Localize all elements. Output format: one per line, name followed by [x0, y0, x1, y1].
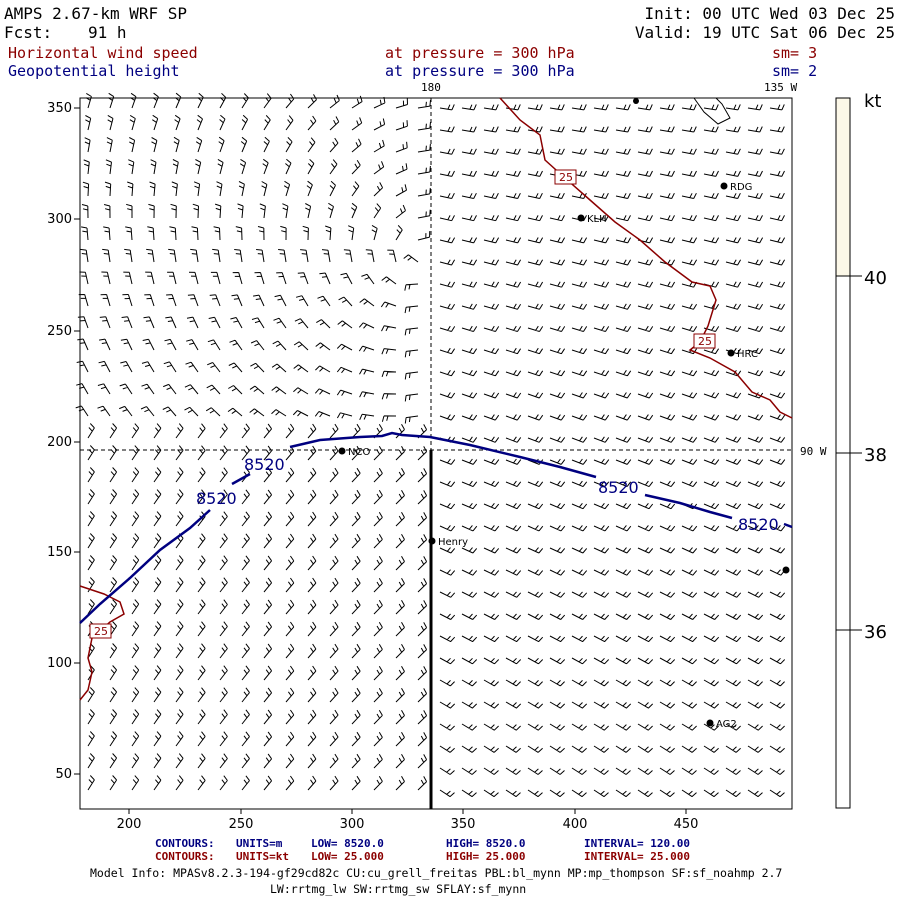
- meridian-135w-label: 135 W: [764, 81, 797, 94]
- field2-sm: sm= 2: [772, 62, 817, 80]
- station-henry-label: Henry: [438, 537, 468, 548]
- contour2-interval: INTERVAL= 25.000: [584, 850, 690, 863]
- station-nco-marker: [338, 447, 346, 455]
- init-time: Init: 00 UTC Wed 03 Dec 25: [645, 4, 895, 23]
- wind-barb-field: [75, 92, 786, 798]
- colorbar: kt 40 38 36: [835, 91, 887, 809]
- contour1-units: UNITS=m: [236, 837, 283, 850]
- height-contour-west-upper: [231, 472, 251, 486]
- meridian-90w-label: 90 W: [800, 445, 827, 458]
- contour1-high: HIGH= 8520.0: [446, 837, 525, 850]
- station-nco-label: NCO: [348, 447, 370, 458]
- wind-barbs: [75, 92, 786, 798]
- height-contour-east: [644, 493, 733, 520]
- contour1-interval: INTERVAL= 120.00: [584, 837, 690, 850]
- wind-label-2: 25: [698, 335, 712, 348]
- wind-label-1: 25: [559, 171, 573, 184]
- station-east-edge-marker: [782, 566, 790, 574]
- wind-label-box-1: [554, 169, 577, 185]
- height-contour-main: [289, 431, 597, 479]
- x-tick-label-400: 400: [563, 817, 588, 832]
- map-frame: [79, 97, 793, 810]
- height-contour-west: [79, 509, 211, 624]
- wind-contour-ne: [499, 97, 793, 419]
- fcst-label: Fcst:: [4, 23, 52, 42]
- model-info-line2: LW:rrtmg_lw SW:rrtmg_sw SFLAY:sf_mynn: [270, 882, 526, 896]
- station-rdg-label: RDG: [730, 182, 752, 193]
- station-ag2-label: AG2: [716, 719, 737, 730]
- x-tick-label-450: 450: [674, 817, 699, 832]
- colorbar-label-38: 38: [864, 445, 887, 466]
- fcst-value: 91 h: [88, 23, 127, 42]
- model-title: AMPS 2.67-km WRF SP: [4, 4, 187, 23]
- height-contour-edge: [783, 522, 793, 529]
- station-klh-label: KLH: [587, 214, 607, 225]
- field1-level: at pressure = 300 hPa: [385, 44, 575, 62]
- colorbar-unit: kt: [864, 91, 881, 112]
- colorbar-fill-segment: [836, 98, 850, 276]
- y-tick-label-50: 50: [55, 767, 72, 782]
- y-tick-label-100: 100: [47, 656, 72, 671]
- field1-name: Horizontal wind speed: [8, 44, 198, 62]
- contour2-high: HIGH= 25.000: [446, 850, 525, 863]
- station-rdg-marker: [720, 182, 728, 190]
- height-label-1: 8520: [244, 455, 285, 474]
- x-tick-label-350: 350: [451, 817, 476, 832]
- station-top-marker: [633, 98, 639, 104]
- field1-sm: sm= 3: [772, 44, 817, 62]
- wind-label-3: 25: [94, 625, 108, 638]
- field2-level: at pressure = 300 hPa: [385, 62, 575, 80]
- contour1-label: CONTOURS:: [155, 837, 215, 850]
- coastline-ne: [693, 97, 731, 125]
- y-tick-label-150: 150: [47, 545, 72, 560]
- height-label-3: 8520: [598, 478, 639, 497]
- colorbar-label-36: 36: [864, 622, 887, 643]
- field2-name: Geopotential height: [8, 62, 180, 80]
- footer: CONTOURS: UNITS=m LOW= 8520.0 HIGH= 8520…: [155, 837, 690, 863]
- x-tick-label-300: 300: [340, 817, 365, 832]
- model-info-line1: Model Info: MPASv8.2.3-194-gf29cd82c CU:…: [90, 866, 782, 880]
- x-tick-label-200: 200: [117, 817, 142, 832]
- meridian-180-label: 180: [421, 81, 441, 94]
- header: AMPS 2.67-km WRF SP Fcst: 91 h Init: 00 …: [4, 4, 895, 80]
- station-henry-marker: [428, 537, 436, 545]
- wind-label-box-3: [89, 623, 112, 639]
- y-tick-label-350: 350: [47, 101, 72, 116]
- x-tick-label-250: 250: [229, 817, 254, 832]
- wind-label-box-2: [693, 333, 716, 349]
- station-ag2-marker: [706, 719, 714, 727]
- height-label-4: 8520: [738, 515, 779, 534]
- y-tick-label-300: 300: [47, 212, 72, 227]
- station-hrc-label: HRC: [737, 349, 758, 360]
- contour2-units: UNITS=kt: [236, 850, 289, 863]
- contour2-label: CONTOURS:: [155, 850, 215, 863]
- station-hrc-marker: [727, 349, 735, 357]
- station-klh-marker: [577, 214, 585, 222]
- contour1-low: LOW= 8520.0: [311, 837, 384, 850]
- valid-time: Valid: 19 UTC Sat 06 Dec 25: [635, 23, 895, 42]
- y-tick-label-200: 200: [47, 435, 72, 450]
- colorbar-label-40: 40: [864, 268, 887, 289]
- height-label-2: 8520: [196, 489, 237, 508]
- contour2-low: LOW= 25.000: [311, 850, 384, 863]
- y-tick-label-250: 250: [47, 324, 72, 339]
